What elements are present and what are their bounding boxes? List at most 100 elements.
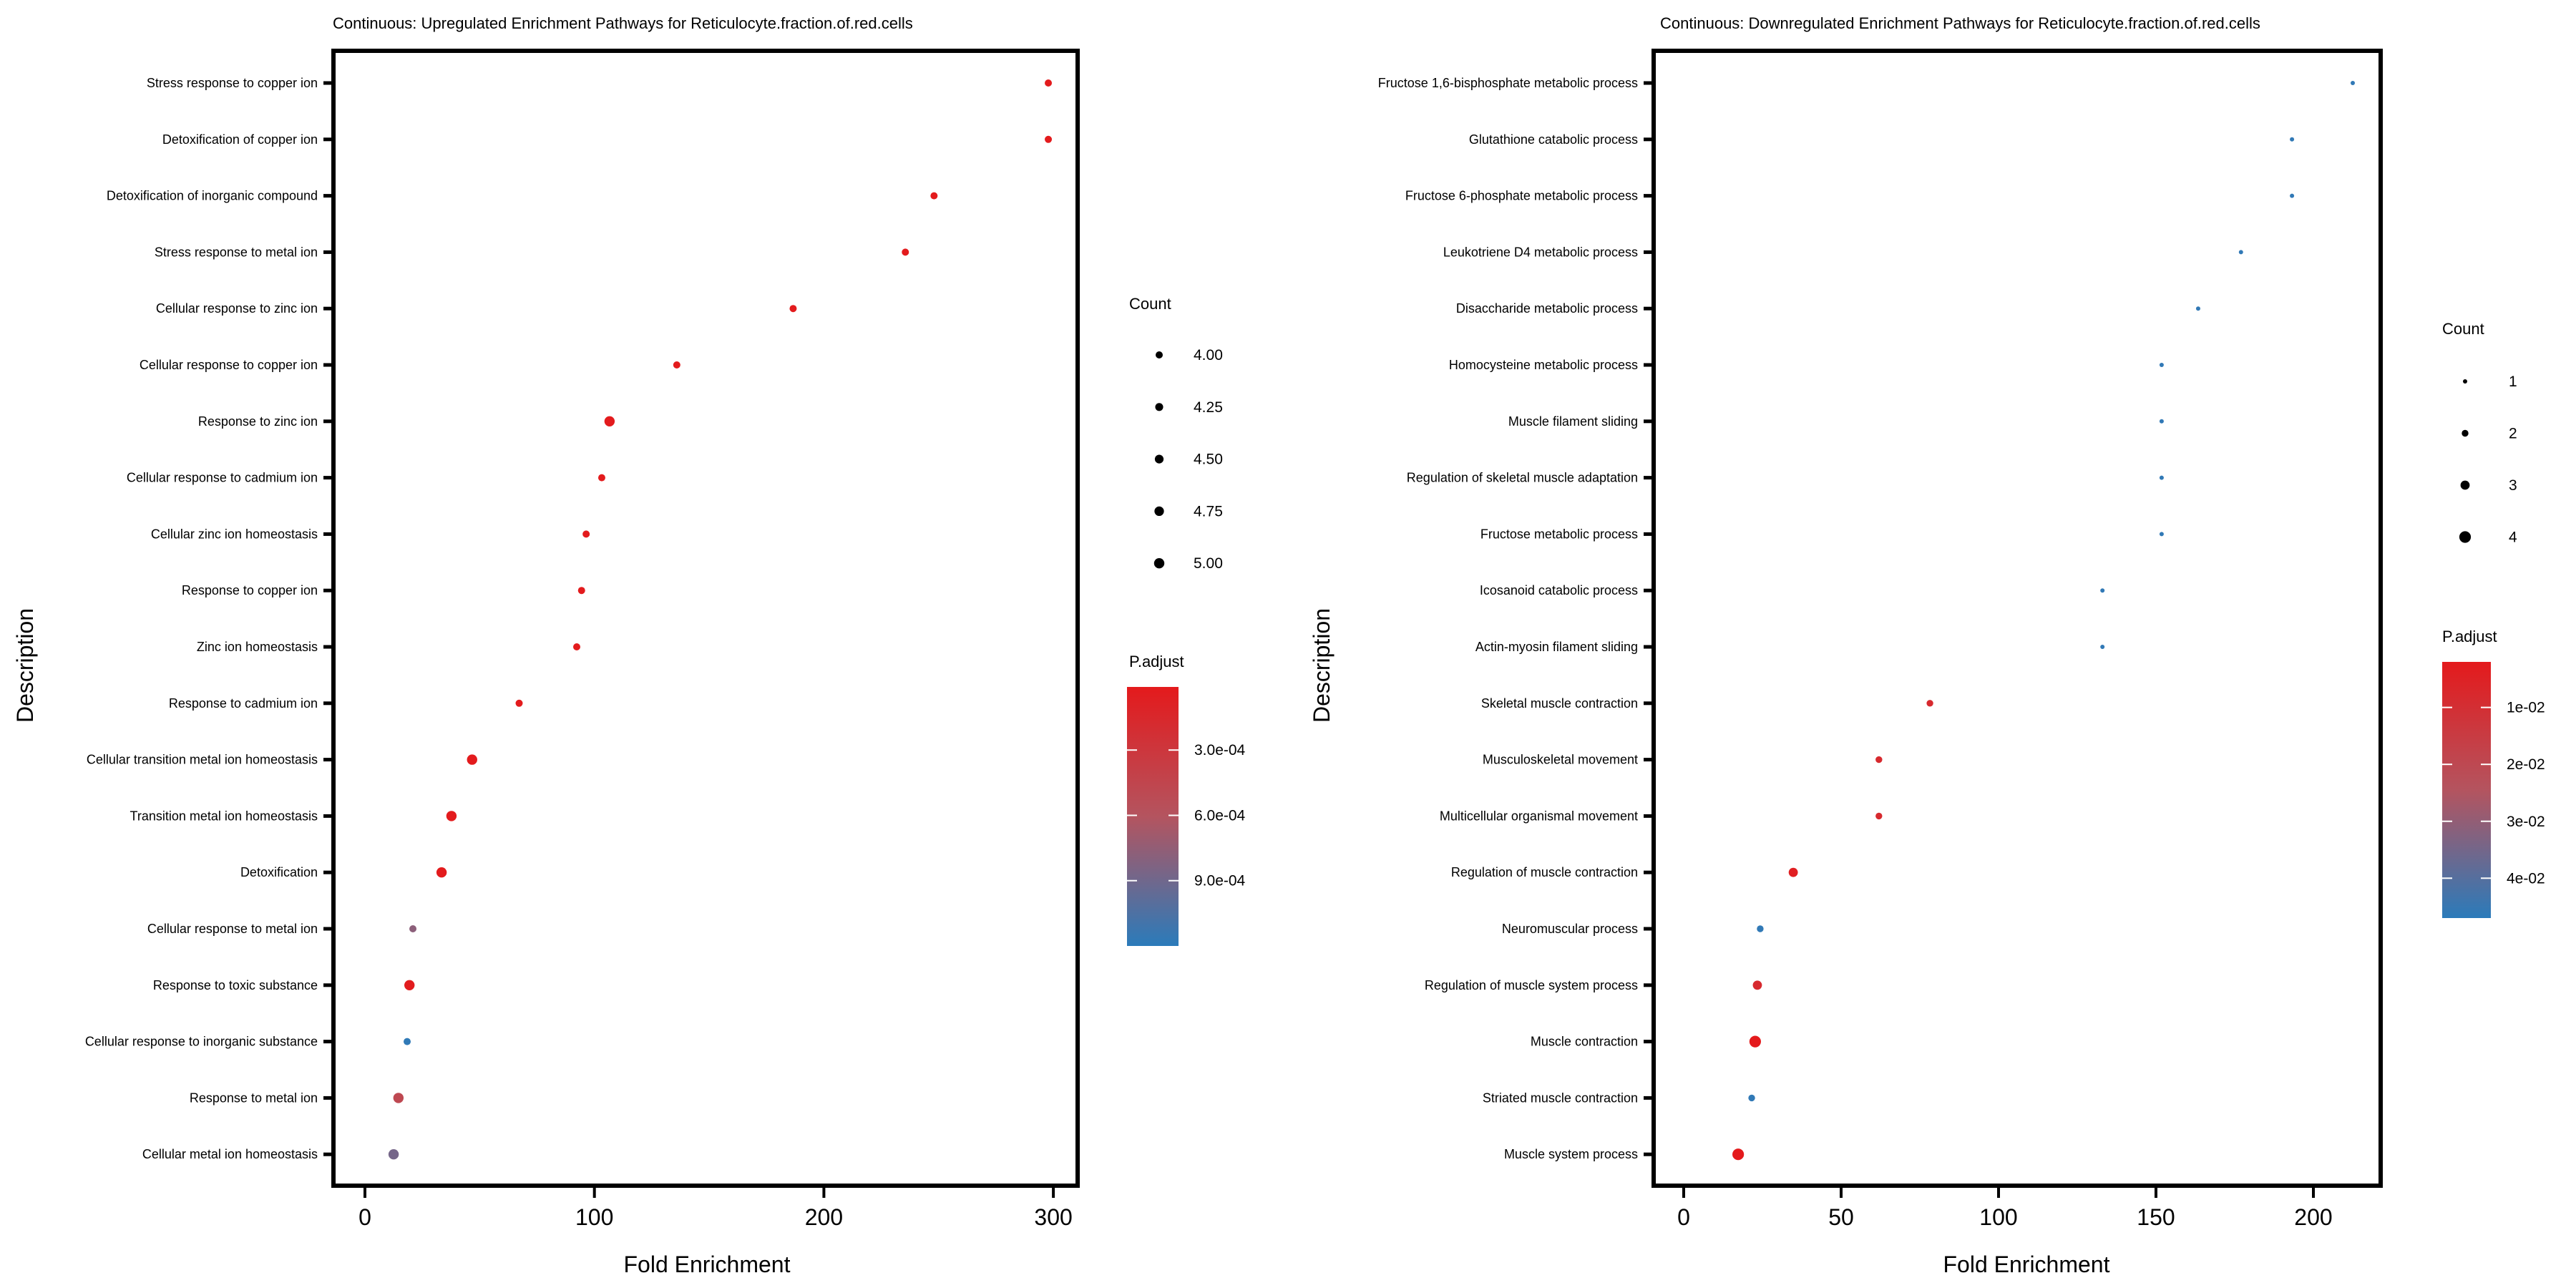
y-tick-label: Cellular response to cadmium ion — [127, 471, 318, 485]
y-tick-label: Detoxification of inorganic compound — [107, 189, 318, 203]
data-point — [902, 248, 909, 256]
color-bar-label: 6.0e-04 — [1194, 807, 1246, 824]
data-point — [597, 474, 605, 482]
size-legend-label: 4.75 — [1194, 503, 1223, 519]
data-point — [2351, 81, 2355, 85]
size-legend-key — [1156, 351, 1163, 358]
y-tick-label: Muscle contraction — [1531, 1035, 1638, 1049]
y-tick-label: Glutathione catabolic process — [1469, 132, 1638, 147]
data-point — [604, 416, 615, 426]
data-point — [2290, 193, 2295, 198]
data-point — [1749, 1035, 1761, 1048]
x-tick-label: 300 — [1034, 1204, 1072, 1230]
size-legend-label: 5.00 — [1194, 555, 1223, 572]
y-tick-label: Cellular transition metal ion homeostasi… — [87, 753, 318, 767]
data-point — [2100, 645, 2105, 649]
data-points — [1732, 81, 2355, 1161]
size-legend-key — [1154, 506, 1164, 517]
color-legend-title: P.adjust — [2442, 628, 2497, 645]
color-bar-label: 9.0e-04 — [1194, 873, 1246, 889]
data-point — [1757, 925, 1764, 932]
color-bar-label: 2e-02 — [2507, 756, 2545, 773]
y-tick-label: Neuromuscular process — [1502, 922, 1638, 936]
y-tick-label: Fructose 6-phosphate metabolic process — [1405, 189, 1638, 203]
data-point — [2159, 363, 2164, 367]
y-tick-label: Response to cadmium ion — [169, 696, 318, 711]
color-bar-label: 3e-02 — [2507, 814, 2545, 830]
chart-title: Continuous: Upregulated Enrichment Pathw… — [333, 14, 913, 32]
x-ticks: 0 100 200 300 — [358, 1188, 1073, 1230]
data-point — [1045, 135, 1053, 143]
size-legend-key — [1155, 403, 1163, 411]
size-legend-key — [2460, 480, 2470, 490]
y-axis-title: Description — [12, 608, 38, 723]
y-tick-label: Response to zinc ion — [198, 414, 318, 429]
color-bar-label: 4e-02 — [2507, 870, 2545, 887]
data-point — [409, 925, 417, 932]
color-bar — [2442, 662, 2491, 918]
size-legend-label: 3 — [2509, 477, 2517, 494]
size-legend-key — [2459, 531, 2472, 543]
color-bar-label: 1e-02 — [2507, 700, 2545, 716]
x-tick-label: 50 — [1828, 1204, 1854, 1230]
y-tick-label: Regulation of muscle system process — [1425, 978, 1638, 992]
x-tick-label: 0 — [1677, 1204, 1690, 1230]
data-point — [2100, 588, 2105, 593]
data-point — [1748, 1094, 1755, 1102]
data-point — [1732, 1148, 1745, 1161]
y-tick-label: Musculoskeletal movement — [1483, 753, 1638, 767]
data-point — [436, 867, 447, 878]
data-point — [388, 1149, 399, 1160]
y-tick-label: Response to metal ion — [190, 1091, 318, 1105]
x-tick-label: 150 — [2137, 1204, 2175, 1230]
y-tick-label: Detoxification of copper ion — [162, 132, 318, 147]
data-point — [1875, 812, 1883, 820]
data-point — [2195, 306, 2200, 311]
size-legend-label: 4.00 — [1194, 347, 1223, 364]
y-tick-label: Disaccharide metabolic process — [1456, 301, 1638, 316]
x-tick-label: 200 — [805, 1204, 843, 1230]
y-tick-label: Regulation of muscle contraction — [1451, 865, 1638, 879]
y-tick-label: Stress response to metal ion — [155, 245, 318, 259]
size-legend-label: 4 — [2509, 530, 2517, 546]
data-point — [467, 754, 477, 765]
x-axis-title: Fold Enrichment — [1943, 1252, 2110, 1277]
data-point — [1788, 867, 1798, 877]
x-tick-label: 100 — [575, 1204, 613, 1230]
x-tick-label: 200 — [2294, 1204, 2332, 1230]
data-point — [1926, 700, 1933, 707]
y-tick-label: Regulation of skeletal muscle adaptation — [1407, 471, 1638, 485]
data-point — [1752, 980, 1762, 990]
data-point — [404, 1038, 411, 1045]
size-legend-label: 2 — [2509, 426, 2517, 442]
size-legend-key — [1153, 558, 1165, 569]
size-legend-label: 4.25 — [1194, 399, 1223, 416]
y-tick-label: Cellular response to copper ion — [140, 358, 318, 372]
upregulated-panel: Continuous: Upregulated Enrichment Pathw… — [12, 14, 1246, 1277]
chart-title: Continuous: Downregulated Enrichment Pat… — [1660, 14, 2260, 32]
y-axis-title: Description — [1309, 608, 1335, 723]
y-tick-label: Cellular response to metal ion — [147, 922, 318, 936]
size-legend-label: 1 — [2509, 374, 2517, 390]
x-tick-label: 100 — [1979, 1204, 2017, 1230]
x-ticks: 0 50 100 150 200 — [1677, 1188, 2333, 1230]
y-tick-label: Zinc ion homeostasis — [197, 640, 318, 654]
x-axis-title: Fold Enrichment — [624, 1252, 791, 1277]
y-tick-label: Skeletal muscle contraction — [1481, 696, 1638, 711]
size-legend-label: 4.50 — [1194, 452, 1223, 468]
size-legend-title: Count — [2442, 320, 2484, 338]
legend: Count 4.00 4.25 4.50 4.75 5.00 P.adjust 3.0e-04… — [1127, 295, 1246, 946]
data-point — [2159, 419, 2164, 424]
size-legend-title: Count — [1129, 295, 1171, 313]
y-tick-label: Cellular metal ion homeostasis — [142, 1147, 318, 1161]
y-tick-label: Multicellular organismal movement — [1440, 809, 1638, 823]
color-legend-title: P.adjust — [1129, 653, 1184, 670]
y-tick-label: Stress response to copper ion — [147, 76, 318, 90]
color-bar — [1127, 687, 1179, 946]
y-tick-label: Cellular zinc ion homeostasis — [151, 527, 318, 541]
downregulated-panel: Continuous: Downregulated Enrichment Pat… — [1309, 14, 2545, 1277]
data-point — [573, 643, 581, 650]
data-point — [2238, 250, 2243, 255]
y-tick-labels: Fructose 1,6-bisphosphate metabolic proc… — [1378, 76, 1638, 1161]
color-bar-label: 3.0e-04 — [1194, 742, 1246, 758]
